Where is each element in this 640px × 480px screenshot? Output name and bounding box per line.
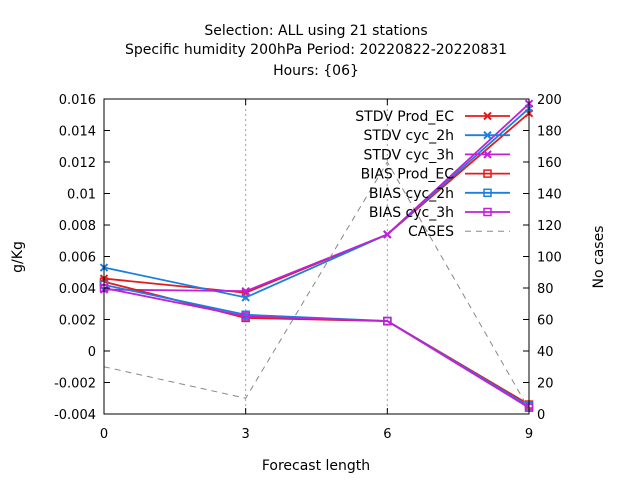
x-tick-label: 6 (383, 427, 391, 442)
y-tick-label: -0.004 (54, 408, 96, 423)
y-tick-label: 0.01 (67, 188, 96, 203)
legend-label: BIAS cyc_2h (369, 186, 454, 202)
data-point (383, 230, 392, 239)
y2-tick-label: 0 (537, 408, 545, 423)
series-line (103, 287, 530, 409)
legend-marker (483, 130, 492, 140)
y-tick-label: 0 (88, 345, 96, 360)
y-tick-label: 0.006 (59, 251, 96, 266)
legend-label: CASES (408, 224, 454, 240)
legend-marker (483, 111, 492, 121)
series-line (103, 103, 530, 293)
legend-label: STDV Prod_EC (355, 109, 454, 125)
legend-item: STDV Prod_EC (355, 109, 510, 125)
y2-tick-label: 60 (537, 314, 554, 329)
y-tick-label: 0.016 (59, 93, 96, 108)
data-point (241, 293, 250, 302)
title-line-3: Hours: {06} (273, 63, 359, 79)
chart-title: Selection: ALL using 21 stations Specifi… (125, 23, 507, 79)
legend-item: BIAS cyc_3h (369, 205, 510, 221)
x-tick-label: 9 (525, 427, 533, 442)
x-tick-label: 3 (242, 427, 250, 442)
y2-tick-label: 140 (537, 188, 562, 203)
legend-item: BIAS Prod_EC (361, 167, 510, 183)
legend-marker (483, 188, 492, 198)
legend-item: BIAS cyc_2h (369, 186, 510, 202)
y-tick-label: 0.014 (59, 125, 96, 140)
y2-tick-label: 120 (537, 219, 562, 234)
y2-axis-label: No cases (591, 226, 607, 289)
series-line (103, 161, 530, 410)
legend-marker (483, 207, 492, 217)
y-tick-label: -0.002 (54, 377, 96, 392)
y2-tick-label: 200 (537, 93, 562, 108)
legend-marker (483, 169, 492, 178)
data-point (383, 316, 392, 326)
y2-tick-label: 20 (537, 377, 554, 392)
title-line-1: Selection: ALL using 21 stations (204, 23, 427, 39)
series-cases (103, 161, 530, 410)
legend-item: STDV cyc_3h (364, 147, 510, 163)
legend-item: CASES (408, 224, 510, 240)
legend-item: STDV cyc_2h (364, 128, 510, 144)
y2-tick-label: 180 (537, 125, 562, 140)
series-stdv-prod-ec (99, 108, 534, 297)
legend-label: STDV cyc_3h (364, 147, 454, 163)
title-line-2: Specific humidity 200hPa Period: 2022082… (125, 42, 507, 58)
y-tick-label: 0.008 (59, 219, 96, 234)
y2-tick-label: 100 (537, 251, 562, 266)
legend-label: BIAS Prod_EC (361, 167, 455, 183)
legend-label: BIAS cyc_3h (369, 205, 454, 221)
data-point (241, 312, 250, 321)
y-tick-label: 0.002 (59, 314, 96, 329)
y-tick-label: 0.012 (59, 156, 96, 171)
grid (245, 99, 388, 414)
y2-tick-label: 40 (537, 345, 554, 360)
data-point (241, 286, 250, 296)
y2-tick-label: 160 (537, 156, 562, 171)
legend: STDV Prod_EC STDV cyc_2h STDV cyc_3h BIAS P… (355, 109, 510, 240)
y-axis-label: g/Kg (10, 241, 26, 273)
series-group (99, 99, 534, 412)
x-tick-label: 0 (100, 427, 108, 442)
y2-tick-label: 80 (537, 282, 554, 297)
ticks-group: -0.004 -0.002 0 0.002 0.004 0.006 0.008 0.01 0.0… (54, 93, 562, 442)
legend-marker (483, 150, 492, 159)
series-bias-cyc-3h (99, 283, 534, 412)
legend-label: STDV cyc_2h (364, 128, 454, 144)
series-line (103, 283, 530, 407)
series-line (103, 107, 530, 299)
x-axis-label: Forecast length (262, 458, 370, 474)
y-tick-label: 0.004 (59, 282, 96, 297)
